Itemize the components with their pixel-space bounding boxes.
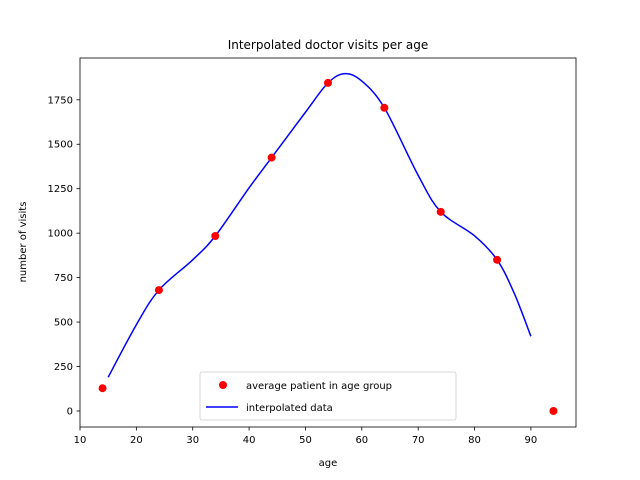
data-point xyxy=(549,406,558,415)
data-point xyxy=(493,255,502,264)
y-tick-label: 750 xyxy=(54,273,73,284)
x-tick-label: 80 xyxy=(468,435,481,446)
data-point xyxy=(211,232,220,241)
y-tick-label: 1000 xyxy=(48,229,73,240)
data-point xyxy=(98,384,107,393)
y-tick-label: 0 xyxy=(67,406,73,417)
x-tick-label: 50 xyxy=(299,435,312,446)
legend-marker-scatter xyxy=(219,381,227,389)
y-axis-label: number of visits xyxy=(18,202,29,283)
data-point xyxy=(154,286,163,295)
x-axis: 10 20 30 40 50 60 70 80 90 xyxy=(74,427,538,446)
y-tick-label: 250 xyxy=(54,362,73,373)
x-tick-label: 70 xyxy=(412,435,425,446)
data-point xyxy=(324,78,332,87)
plot-area xyxy=(98,72,558,415)
data-point xyxy=(380,103,389,112)
y-tick-label: 500 xyxy=(54,318,73,329)
interpolated-data-line xyxy=(107,72,532,378)
legend-label-line: interpolated data xyxy=(246,403,333,414)
data-point xyxy=(436,207,445,216)
x-tick-label: 60 xyxy=(355,435,368,446)
x-tick-label: 20 xyxy=(130,435,143,446)
legend-frame xyxy=(199,371,457,421)
y-tick-label: 1250 xyxy=(48,184,73,195)
data-point xyxy=(267,153,276,162)
x-tick-label: 30 xyxy=(186,435,199,446)
x-axis-label: age xyxy=(319,458,338,469)
y-axis: 0 250 500 750 1000 1250 1500 1750 xyxy=(48,95,80,417)
x-tick-label: 40 xyxy=(243,435,256,446)
chart-title: Interpolated doctor visits per age xyxy=(228,38,429,52)
axes-frame xyxy=(79,57,577,428)
x-tick-label: 90 xyxy=(525,435,538,446)
x-tick-label: 10 xyxy=(74,435,87,446)
legend: average patient in age group interpolate… xyxy=(199,371,457,421)
y-tick-label: 1500 xyxy=(48,140,73,151)
y-tick-label: 1750 xyxy=(48,95,73,106)
legend-label-scatter: average patient in age group xyxy=(246,381,392,392)
